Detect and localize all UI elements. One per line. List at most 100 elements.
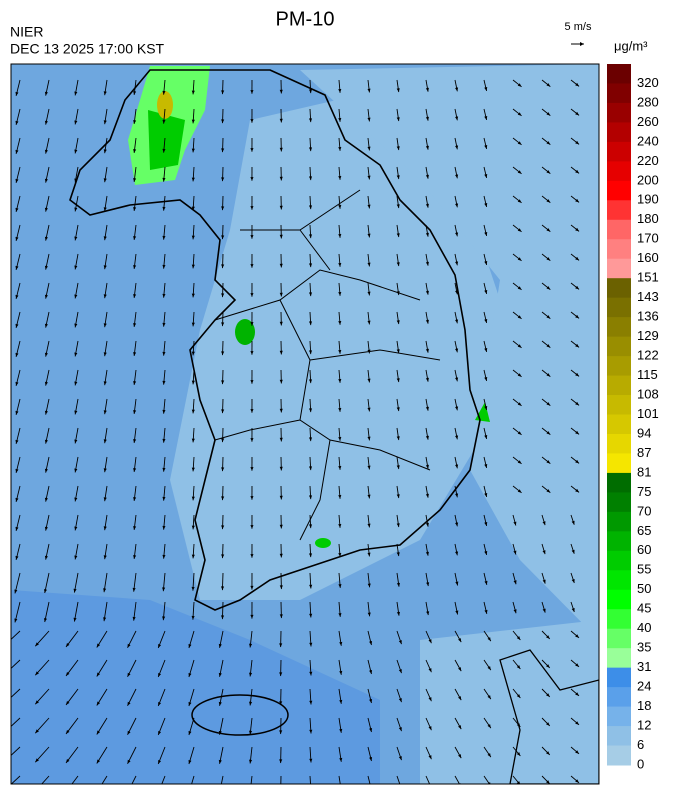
wind-arrow-head xyxy=(484,116,488,120)
wind-arrow-head xyxy=(546,722,550,726)
wind-arrow-head xyxy=(218,730,222,735)
wind-arrow-head xyxy=(546,635,550,639)
wind-arrow-head xyxy=(308,408,313,413)
wind-arrow-head xyxy=(308,495,313,500)
wind-arrow-head xyxy=(221,177,225,182)
wind-arrow-head xyxy=(398,727,402,732)
map-frame xyxy=(10,63,600,785)
wind-arrow-head xyxy=(44,439,48,444)
legend-label: 94 xyxy=(637,425,651,440)
wind-arrow-head xyxy=(516,781,521,784)
wind-arrow-head xyxy=(429,784,432,788)
legend-label: 18 xyxy=(637,698,651,713)
wind-arrow-head xyxy=(367,320,371,325)
wind-arrow-head xyxy=(308,147,313,152)
wind-arrow-head xyxy=(128,789,131,793)
legend-label: 60 xyxy=(637,542,651,557)
legend-swatch xyxy=(607,336,631,357)
wind-arrow-head xyxy=(396,378,400,383)
wind-arrow-head xyxy=(455,464,459,469)
wind-arrow-head xyxy=(338,523,342,528)
legend-label: 143 xyxy=(637,289,659,304)
wind-arrow-head xyxy=(191,525,195,530)
wind-arrow-head xyxy=(396,552,400,557)
wind-arrow-head xyxy=(133,352,137,356)
wind-arrow-head xyxy=(133,91,137,95)
wind-arrow-head xyxy=(162,467,166,472)
legend-swatch xyxy=(607,687,631,708)
wind-arrow-head xyxy=(517,199,522,203)
wind-arrow-head xyxy=(191,177,195,182)
wind-arrow-head xyxy=(191,467,195,472)
wind-arrow-head xyxy=(44,410,48,415)
wind-arrow-head xyxy=(455,203,459,208)
wind-arrow-head xyxy=(455,493,459,498)
wind-arrow-head xyxy=(425,261,429,266)
wind-arrow-head xyxy=(279,205,283,210)
wind-arrow-head xyxy=(369,757,373,761)
wind-arrow-head xyxy=(191,586,195,591)
wind-arrow xyxy=(11,746,21,756)
wind-arrow-head xyxy=(484,290,488,294)
wind-arrow-head xyxy=(191,615,195,620)
wind-arrow-head xyxy=(103,91,107,96)
wind-arrow-head xyxy=(399,785,402,789)
legend-label: 70 xyxy=(637,503,651,518)
wind-arrow-head xyxy=(425,464,429,469)
legend-swatch xyxy=(607,161,631,182)
wind-arrow-head xyxy=(191,90,195,95)
wind-arrow-head xyxy=(221,525,225,530)
wind-arrow-head xyxy=(517,170,522,174)
wind-arrow-head xyxy=(191,554,195,559)
wind-arrow-head xyxy=(220,586,225,591)
wind-arrow xyxy=(425,775,431,784)
wind-arrow-head xyxy=(5,700,9,704)
wind-arrow-head xyxy=(546,344,551,348)
wind-arrow-head xyxy=(308,379,313,384)
wind-arrow-head xyxy=(279,147,283,152)
wind-arrow-head xyxy=(15,294,19,299)
wind-arrow-head xyxy=(191,293,195,298)
wind-arrow-head xyxy=(250,148,254,152)
wind-arrow-head xyxy=(339,670,343,675)
wind-arrow-head xyxy=(425,87,429,92)
wind-arrow-head xyxy=(15,120,19,125)
wind-arrow-head xyxy=(575,459,580,464)
wind-arrow-head xyxy=(279,263,283,268)
wind-arrow-head xyxy=(279,585,283,590)
wind-arrow-head xyxy=(575,82,580,87)
wind-arrow-head xyxy=(367,204,371,209)
wind-arrow-head xyxy=(484,145,488,149)
wind-arrow-head xyxy=(191,206,195,211)
wind-arrow-head xyxy=(309,613,313,618)
wind-arrow-head xyxy=(44,236,48,241)
wind-arrow-head xyxy=(428,755,432,760)
wind-arrow-head xyxy=(542,579,546,584)
legend-label: 24 xyxy=(637,679,651,694)
wind-arrow-head xyxy=(396,146,400,151)
wind-arrow-head xyxy=(74,323,78,328)
wind-arrow-head xyxy=(133,323,137,327)
legend-swatch xyxy=(607,102,631,123)
wind-arrow-head xyxy=(133,526,137,530)
wind-arrow-head xyxy=(279,524,283,529)
wind-arrow-head xyxy=(575,285,580,290)
wind-arrow-head xyxy=(546,693,550,697)
wind-arrow-head xyxy=(103,178,107,183)
wind-arrow-head xyxy=(308,437,313,442)
legend-swatch xyxy=(607,239,631,260)
legend-label: 170 xyxy=(637,231,659,246)
wind-arrow-head xyxy=(425,551,429,556)
wind-arrow-head xyxy=(250,351,254,355)
wind-arrow-head xyxy=(158,759,162,764)
wind-arrow-head xyxy=(279,292,283,297)
wind-arrow-head xyxy=(188,672,192,677)
wind-arrow-head xyxy=(308,553,313,558)
wind-arrow-head xyxy=(308,321,313,326)
wind-arrow-head xyxy=(44,497,48,502)
wind-arrow-head xyxy=(455,232,459,237)
legend-swatch xyxy=(607,219,631,240)
wind-arrow-head xyxy=(218,759,222,764)
wind-arrow-head xyxy=(484,609,488,614)
wind-arrow-head xyxy=(425,290,429,295)
